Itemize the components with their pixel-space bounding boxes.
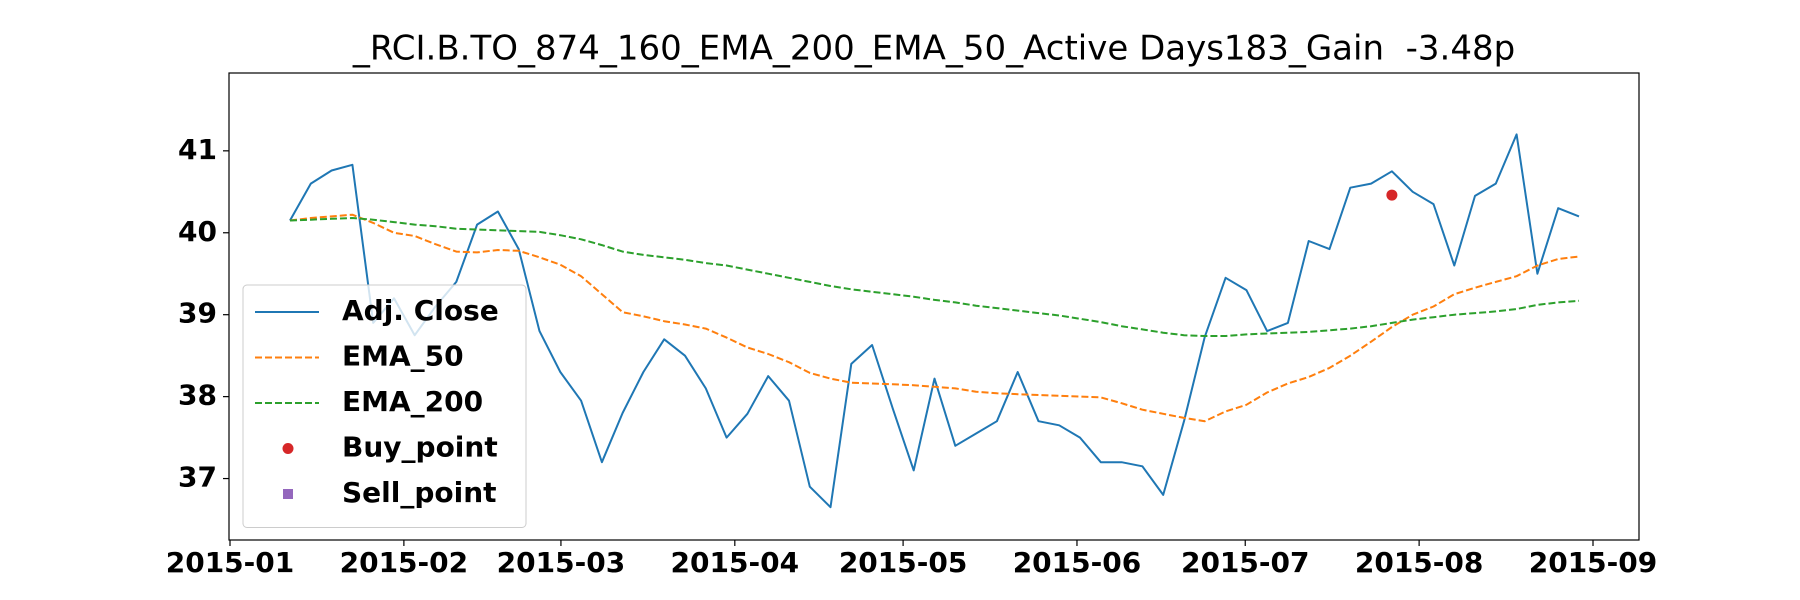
x-tick-label: 2015-01: [166, 546, 295, 579]
x-tick-label: 2015-07: [1181, 546, 1310, 579]
legend-label: EMA_50: [342, 340, 464, 373]
y-tick-label: 37: [178, 461, 217, 494]
legend-marker: [282, 443, 294, 454]
x-tick-label: 2015-08: [1355, 546, 1484, 579]
legend-label: Adj. Close: [342, 294, 499, 327]
chart-title: _RCI.B.TO_874_160_EMA_200_EMA_50_Active …: [352, 29, 1515, 69]
axes-frame: [228, 72, 1640, 541]
buy-marker: [1386, 189, 1398, 201]
y-tick-label: 41: [178, 133, 217, 166]
series-line: [289, 217, 1580, 337]
legend-label: EMA_200: [342, 385, 483, 418]
legend-marker: [283, 489, 293, 499]
legend-label: Sell_point: [342, 476, 497, 509]
legend-label: Buy_point: [342, 431, 498, 464]
y-tick-label: 38: [178, 379, 217, 412]
x-tick-label: 2015-02: [340, 546, 469, 579]
y-tick-label: 40: [178, 215, 217, 248]
y-tick-label: 39: [178, 297, 217, 330]
plot-area: 2015-01 2015-02 2015-03 2015-04 2015-05 2015-…: [166, 133, 1658, 579]
x-tick-label: 2015-03: [497, 546, 626, 579]
series-line: [289, 213, 1580, 423]
legend: Adj. Close EMA_50 EMA_200 Buy_point Sell_poi…: [242, 284, 527, 528]
x-tick-label: 2015-05: [839, 546, 968, 579]
x-tick-label: 2015-09: [1529, 546, 1658, 579]
x-tick-label: 2015-06: [1013, 546, 1142, 579]
legend-box: [242, 284, 527, 528]
x-tick-label: 2015-04: [671, 546, 800, 579]
series-line: [289, 133, 1580, 509]
